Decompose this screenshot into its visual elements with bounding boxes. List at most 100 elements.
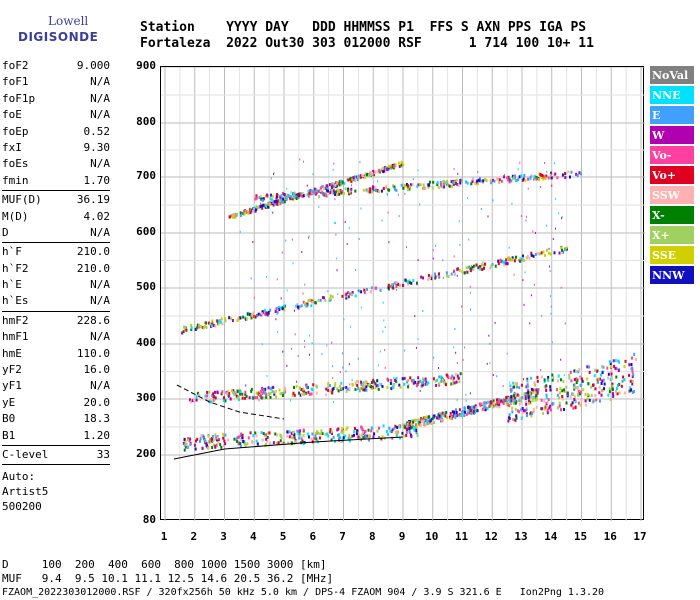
echo-point [385,184,388,188]
echo-point [382,301,384,304]
echo-point [584,392,587,396]
echo-point [192,397,195,401]
echo-point [474,181,477,185]
echo-point [250,387,253,391]
echo-point [507,257,510,261]
echo-point [432,414,435,418]
echo-point [425,382,428,386]
echo-point [227,438,230,442]
echo-point [306,184,308,187]
echo-point [491,405,494,409]
echo-point [486,362,488,365]
param-row: yE 20.0 [2,395,110,411]
echo-point [465,413,468,417]
echo-point [183,443,186,447]
echo-point [293,436,296,440]
echo-point [280,391,283,395]
echo-point [511,258,514,262]
echo-point [228,392,231,396]
echo-point [337,389,340,393]
echo-point [563,374,565,377]
echo-point [348,363,350,366]
echo-point [564,172,567,176]
echo-point [246,211,249,215]
echo-point [465,266,468,270]
echo-point [508,246,510,249]
param-value: 9.30 [83,140,111,154]
param-value: N/A [90,91,110,105]
echo-point [290,191,292,194]
echo-point [323,187,326,191]
echo-point [438,382,441,386]
echo-point [405,246,407,249]
echo-point [561,173,564,177]
echo-point [469,285,471,288]
echo-point [415,431,418,435]
echo-point [337,427,340,431]
echo-point [310,304,313,308]
echo-point [334,382,337,386]
echo-point [587,392,590,396]
echo-point [303,392,306,396]
echo-point [377,169,380,173]
echo-point [398,436,401,440]
echo-point [252,209,255,213]
echo-point [555,227,557,230]
echo-point [273,200,276,204]
echo-point [527,390,530,394]
echo-point [453,271,455,274]
echo-point [549,295,551,298]
echo-point [629,379,632,383]
echo-point [312,383,315,387]
param-key: foF2 [2,59,29,72]
echo-point [393,185,396,189]
echo-point [271,389,274,393]
echo-point [615,386,618,390]
echo-point [511,410,514,414]
echo-point [403,382,406,386]
echo-point [277,194,280,198]
echo-point [469,409,472,413]
echo-point [452,414,455,418]
echo-point [428,419,431,423]
echo-point [524,395,527,399]
echo-point [370,387,373,391]
echo-point [412,420,415,424]
echo-point [198,439,201,443]
echo-point [245,317,248,321]
echo-point [525,400,528,404]
echo-point [456,361,458,364]
echo-point [407,280,410,284]
echo-point [507,419,510,423]
param-row: D N/A [2,225,110,241]
echo-point [280,442,283,446]
echo-point [574,369,577,373]
echo-point [297,429,300,433]
echo-point [548,247,550,250]
echo-point [488,334,490,337]
echo-point [508,416,511,420]
echo-point [278,198,281,202]
autoscaling-info: Auto: Artist5 500200 [2,469,110,514]
y-tick-label: 300 [136,391,156,404]
param-value: 210.0 [76,261,110,275]
echo-point [407,385,410,389]
echo-point [390,164,393,168]
echo-point [301,194,304,198]
echo-point [486,407,489,411]
echo-point [417,183,420,187]
echo-point [214,324,217,328]
echo-point [541,314,543,317]
echo-point [545,248,548,252]
echo-point [471,180,474,184]
echo-point [246,442,249,446]
echo-point [291,197,294,201]
param-separator [2,464,110,466]
echo-point [397,161,400,165]
echo-point [266,313,269,317]
echo-point [526,254,529,258]
profile-line [173,436,404,460]
echo-point [549,408,552,412]
echo-point [416,283,418,286]
echo-point [350,293,353,297]
